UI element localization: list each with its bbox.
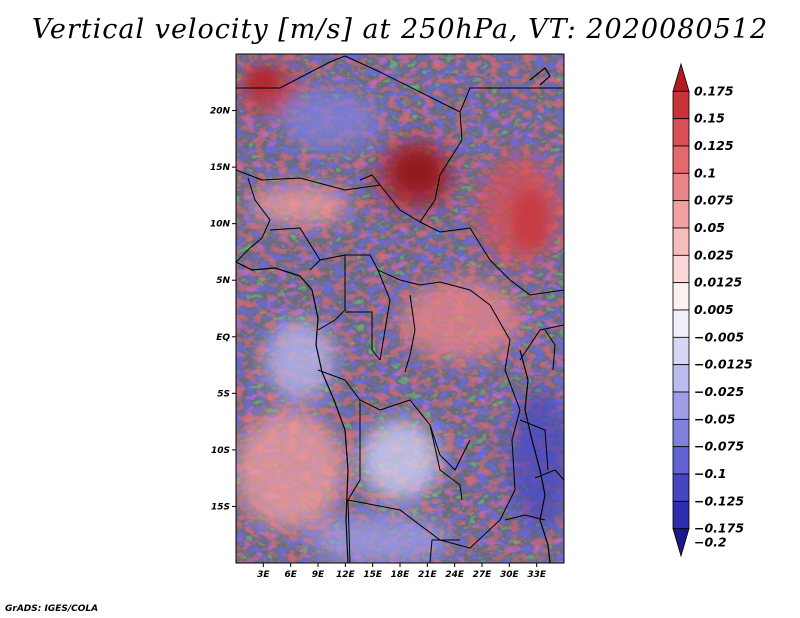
colorbar-label: 0.175 <box>694 83 734 98</box>
colorbar-label: 0.075 <box>694 193 734 208</box>
colorbar-label: −0.075 <box>694 439 744 454</box>
colorbar-swatch <box>672 500 690 530</box>
colorbar-label: 0.05 <box>694 220 725 235</box>
lat-tick-label: 20N <box>210 107 231 117</box>
colorbar-swatch <box>672 391 690 420</box>
colorbar-label: −0.05 <box>694 411 736 426</box>
colorbar-swatch <box>672 200 690 229</box>
lon-tick-label: 21E <box>418 570 438 580</box>
lat-tick-label: EQ <box>216 333 230 343</box>
colorbar-label: 0.0125 <box>694 275 743 290</box>
lon-tick-label: 6E <box>284 570 297 580</box>
colorbar-swatch <box>672 309 690 338</box>
lat-tick-label: 10N <box>210 220 231 230</box>
lon-tick-label: 24E <box>445 570 465 580</box>
colorbar-label: −0.2 <box>694 534 727 549</box>
colorbar-label: 0.1 <box>694 165 716 180</box>
lon-tick-label: 9E <box>312 570 325 580</box>
colorbar-swatch <box>672 90 690 120</box>
colorbar-swatch <box>672 172 690 202</box>
colorbar-swatch <box>672 528 690 558</box>
lon-tick-label: 12E <box>336 570 356 580</box>
colorbar-label: −0.1 <box>694 466 727 481</box>
grads-credit: GrADS: IGES/COLA <box>5 604 99 614</box>
lat-tick-label: 5N <box>216 276 230 286</box>
lon-tick-label: 30E <box>500 570 520 580</box>
lon-tick-label: 15E <box>363 570 383 580</box>
colorbar-swatch <box>672 282 690 311</box>
velocity-field <box>236 54 564 563</box>
lat-tick-label: 10S <box>211 446 230 456</box>
colorbar-swatch <box>672 364 690 393</box>
lat-tick-label: 5S <box>217 389 230 399</box>
colorbar-label: 0.005 <box>694 302 734 317</box>
colorbar-swatch <box>672 446 690 475</box>
colorbar-swatch <box>672 118 690 147</box>
lat-tick-label: 15N <box>210 163 231 173</box>
colorbar-label: 0.025 <box>694 247 734 262</box>
colorbar-swatch <box>672 254 690 284</box>
colorbar-swatch <box>672 145 690 174</box>
colorbar-label: 0.15 <box>694 111 725 126</box>
country-borders <box>236 55 564 563</box>
latitude-ticks: 20N 15N 10N 5N EQ 5S 10S 15S <box>210 107 236 512</box>
colorbar: 0.175 0.15 0.125 0.1 0.075 0.05 0.025 0.0125 0.0… <box>672 62 753 558</box>
colorbar-label: −0.175 <box>694 521 744 536</box>
coastline <box>236 67 551 563</box>
colorbar-label: −0.025 <box>694 384 744 399</box>
colorbar-swatch <box>672 473 690 502</box>
longitude-ticks: 3E 6E 9E 12E 15E 18E 21E 24E 27E 30E 33E <box>257 563 547 580</box>
lon-tick-label: 3E <box>257 570 270 580</box>
lat-tick-label: 15S <box>211 502 230 512</box>
colorbar-label: −0.0125 <box>694 357 753 372</box>
colorbar-label: 0.125 <box>694 138 734 153</box>
colorbar-label: −0.125 <box>694 493 744 508</box>
colorbar-swatch <box>672 227 690 256</box>
colorbar-swatch <box>672 418 690 448</box>
lon-tick-label: 27E <box>473 570 493 580</box>
colorbar-label: −0.005 <box>694 329 744 344</box>
lon-tick-label: 18E <box>391 570 411 580</box>
colorbar-swatch <box>672 336 690 366</box>
colorbar-swatch <box>672 62 690 92</box>
lon-tick-label: 33E <box>527 570 547 580</box>
chart-title: Vertical velocity [m/s] at 250hPa, VT: 2… <box>31 14 769 45</box>
